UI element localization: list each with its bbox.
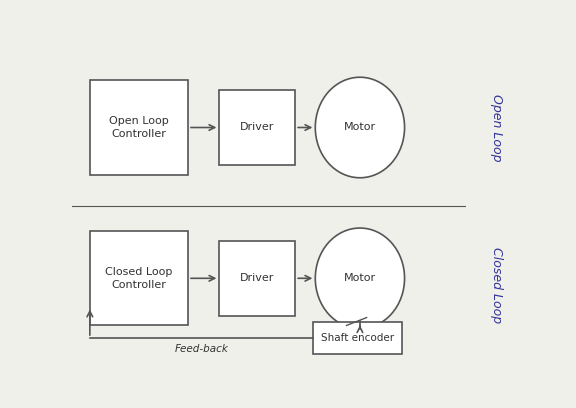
Ellipse shape <box>315 228 404 328</box>
Text: Closed Loop: Closed Loop <box>490 246 503 323</box>
FancyBboxPatch shape <box>90 80 188 175</box>
Text: Closed Loop
Controller: Closed Loop Controller <box>105 267 173 290</box>
Text: Shaft encoder: Shaft encoder <box>321 333 394 343</box>
Text: Open Loop
Controller: Open Loop Controller <box>109 116 169 139</box>
FancyBboxPatch shape <box>219 241 295 316</box>
Text: Feed-back: Feed-back <box>175 344 229 354</box>
Text: Open Loop: Open Loop <box>490 94 503 161</box>
FancyBboxPatch shape <box>90 231 188 326</box>
Text: Motor: Motor <box>344 122 376 133</box>
Text: Motor: Motor <box>344 273 376 283</box>
Text: Driver: Driver <box>240 122 274 133</box>
Ellipse shape <box>315 77 404 178</box>
FancyBboxPatch shape <box>219 90 295 165</box>
Text: Driver: Driver <box>240 273 274 283</box>
FancyBboxPatch shape <box>313 322 402 354</box>
